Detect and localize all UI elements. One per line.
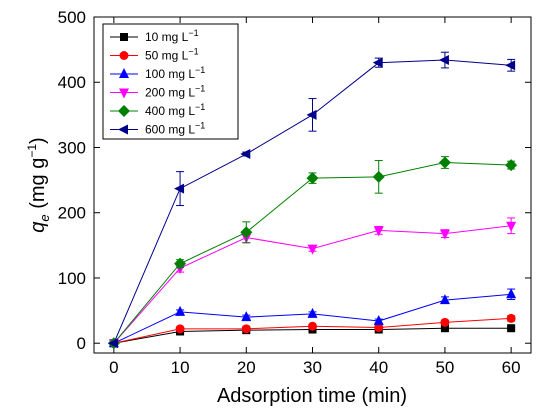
data-point	[506, 288, 517, 299]
legend-marker	[120, 33, 128, 41]
data-point	[240, 149, 251, 160]
legend-marker	[118, 124, 128, 135]
legend-box	[102, 23, 239, 140]
data-point	[306, 109, 317, 120]
y-tick-label: 100	[58, 269, 86, 288]
data-point	[174, 183, 185, 194]
legend-label-text: 600 mg L	[145, 123, 195, 137]
x-tick-label: 40	[369, 358, 388, 377]
data-point	[507, 324, 516, 333]
data-point	[505, 60, 516, 71]
data-point	[373, 315, 384, 326]
data-point	[306, 172, 319, 185]
data-point	[174, 257, 187, 270]
legend-marker	[119, 68, 129, 78]
legend-label: 10 mg L−1	[145, 28, 199, 44]
y-tick-label: 0	[77, 334, 86, 353]
x-tick-label: 10	[171, 358, 190, 377]
data-point	[175, 305, 186, 316]
series-line	[113, 293, 512, 344]
legend-label-text: 10 mg L	[145, 30, 189, 44]
data-point	[506, 313, 516, 323]
axis-ticks: 0 10 20 30 40 50 60 0 100 200 300 400 500	[58, 8, 531, 377]
data-point	[438, 55, 449, 66]
y-axis-title-unit: (mg g	[27, 158, 49, 215]
x-tick-label: 20	[237, 358, 256, 377]
data-point	[241, 324, 251, 334]
x-tick-label: 30	[303, 358, 322, 377]
y-tick-label: 300	[58, 138, 86, 157]
y-axis-title-sub: e	[37, 214, 52, 221]
legend-label-sup: −1	[188, 47, 198, 57]
x-tick-label: 60	[502, 358, 521, 377]
y-axis-title-q: q	[27, 222, 49, 233]
data-point	[440, 324, 449, 333]
legend-label-text: 50 mg L	[145, 49, 189, 63]
legend-item: 10 mg L−1	[110, 28, 199, 44]
series-layer	[107, 51, 518, 350]
data-point	[505, 159, 518, 172]
y-tick-label: 400	[58, 73, 86, 92]
legend-label: 100 mg L−1	[145, 65, 205, 81]
y-axis-title-sup: −1	[25, 144, 39, 158]
data-point	[372, 57, 383, 68]
legend-label-sup: −1	[195, 121, 205, 131]
data-point	[439, 229, 450, 240]
legend-marker	[119, 88, 129, 99]
data-point	[374, 323, 384, 333]
legend-label: 50 mg L−1	[145, 47, 199, 63]
legend-label: 400 mg L−1	[145, 102, 205, 118]
legend-label-text: 100 mg L	[145, 67, 195, 81]
series-triangle-up	[108, 288, 517, 348]
data-point	[107, 338, 118, 349]
data-point	[175, 324, 185, 334]
data-point	[440, 317, 450, 327]
y-axis-title-close: )	[27, 137, 49, 144]
x-tick-label: 0	[109, 358, 118, 377]
legend-marker	[119, 51, 129, 60]
data-point	[241, 311, 252, 322]
data-point	[372, 170, 385, 183]
data-point	[308, 321, 317, 331]
data-point	[307, 244, 318, 255]
legend-item: 600 mg L−1	[110, 121, 205, 137]
data-point	[439, 294, 450, 305]
legend-item: 400 mg L−1	[110, 102, 205, 118]
legend-item: 200 mg L−1	[110, 84, 205, 100]
data-point	[307, 307, 318, 318]
legend-item: 100 mg L−1	[110, 65, 205, 81]
legend-label: 200 mg L−1	[145, 84, 205, 100]
data-point	[240, 226, 253, 239]
y-tick-label: 500	[58, 8, 86, 27]
x-axis-title: Adsorption time (min)	[217, 385, 407, 407]
legend-marker	[118, 105, 130, 117]
legend-label-sup: −1	[195, 102, 205, 112]
data-point	[506, 221, 517, 232]
y-axis-title: qe (mg g−1)	[25, 137, 52, 232]
y-tick-label: 200	[58, 204, 86, 223]
legend-label-text: 400 mg L	[145, 104, 195, 118]
data-point	[373, 226, 384, 237]
legend-item: 50 mg L−1	[110, 47, 199, 63]
legend-label: 600 mg L−1	[145, 121, 205, 137]
legend-label-sup: −1	[195, 65, 205, 75]
series-diamond	[107, 156, 518, 350]
legend-label-sup: −1	[188, 28, 198, 38]
series-triangle-left	[107, 51, 516, 349]
legend-label-text: 200 mg L	[145, 86, 195, 100]
x-tick-label: 50	[435, 358, 454, 377]
data-point	[438, 156, 451, 169]
legend-label-sup: −1	[195, 84, 205, 94]
